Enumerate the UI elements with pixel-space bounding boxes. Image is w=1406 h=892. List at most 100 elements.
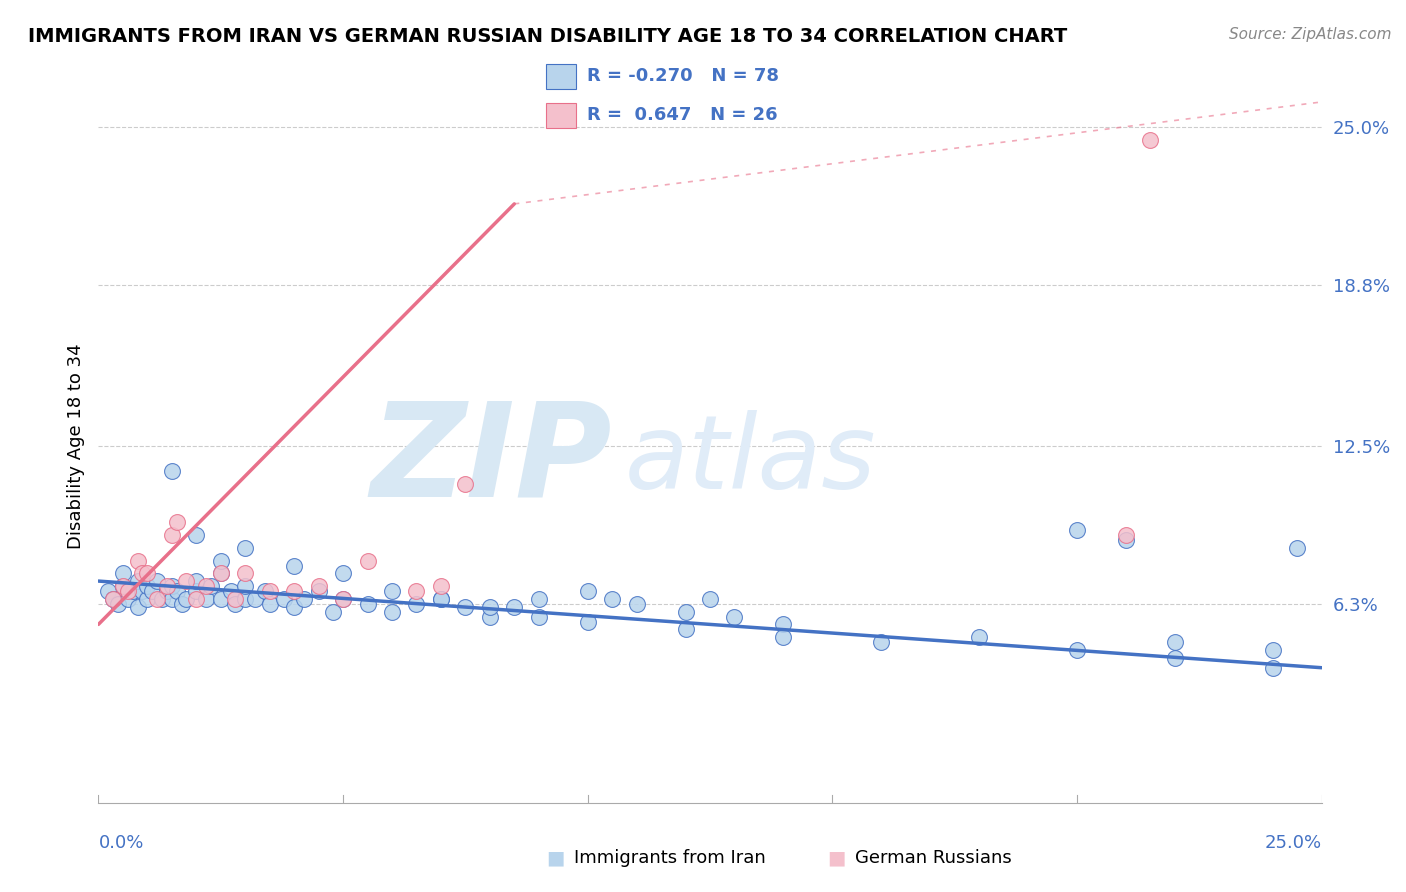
Point <box>233 579 256 593</box>
Point <box>186 584 208 599</box>
Point <box>772 630 794 644</box>
Point <box>111 566 134 581</box>
Point <box>430 579 453 593</box>
Point <box>478 599 501 614</box>
Point <box>1115 533 1137 548</box>
Point <box>430 591 453 606</box>
Point <box>356 554 378 568</box>
Point <box>356 597 378 611</box>
Point <box>1139 133 1161 147</box>
Point <box>146 591 169 606</box>
Point <box>527 591 550 606</box>
Point <box>121 584 143 599</box>
Point <box>675 623 697 637</box>
Point <box>308 579 330 593</box>
Point <box>454 477 477 491</box>
Text: R =  0.647   N = 26: R = 0.647 N = 26 <box>588 106 778 124</box>
Point <box>259 584 281 599</box>
Point <box>111 579 134 593</box>
Point <box>283 584 305 599</box>
Point <box>141 584 163 599</box>
Point <box>117 591 139 606</box>
Point <box>166 584 188 599</box>
Point <box>675 605 697 619</box>
Point <box>478 609 501 624</box>
Point <box>283 599 305 614</box>
Point <box>870 635 893 649</box>
Point <box>322 605 344 619</box>
Point <box>967 630 990 644</box>
Point <box>405 584 427 599</box>
Point <box>209 554 232 568</box>
Point <box>160 465 183 479</box>
Point <box>1066 643 1088 657</box>
Point <box>1261 661 1284 675</box>
Point <box>186 591 208 606</box>
Point <box>186 574 208 588</box>
Point <box>131 584 153 599</box>
Point <box>209 566 232 581</box>
Point <box>136 579 159 593</box>
Point <box>1115 528 1137 542</box>
Point <box>308 584 330 599</box>
Point <box>1261 643 1284 657</box>
Point <box>454 599 477 614</box>
Point <box>160 579 183 593</box>
Point <box>600 591 623 606</box>
Point <box>127 554 149 568</box>
Point <box>146 574 169 588</box>
Point <box>150 591 173 606</box>
Point <box>626 597 648 611</box>
Point <box>723 609 745 624</box>
Point <box>156 579 179 593</box>
Point <box>1164 635 1187 649</box>
Point <box>332 591 354 606</box>
Point <box>405 597 427 611</box>
Point <box>1066 523 1088 537</box>
Point <box>131 566 153 581</box>
Text: R = -0.270   N = 78: R = -0.270 N = 78 <box>588 68 779 86</box>
Point <box>1286 541 1309 555</box>
Y-axis label: Disability Age 18 to 34: Disability Age 18 to 34 <box>66 343 84 549</box>
Point <box>381 605 404 619</box>
Point <box>527 609 550 624</box>
Point <box>166 516 188 530</box>
Text: Source: ZipAtlas.com: Source: ZipAtlas.com <box>1229 27 1392 42</box>
Point <box>332 566 354 581</box>
Point <box>224 591 246 606</box>
Point <box>176 591 198 606</box>
Point <box>136 591 159 606</box>
Point <box>97 584 120 599</box>
Point <box>160 591 183 606</box>
Point <box>101 591 124 606</box>
Point <box>1164 650 1187 665</box>
Point <box>233 566 256 581</box>
Point <box>699 591 721 606</box>
Point <box>576 584 599 599</box>
Text: German Russians: German Russians <box>855 849 1011 867</box>
Point <box>259 597 281 611</box>
Text: ■: ■ <box>546 848 565 868</box>
Point <box>200 579 222 593</box>
Point <box>127 574 149 588</box>
Point <box>273 591 295 606</box>
Point <box>209 566 232 581</box>
Point <box>503 599 526 614</box>
Point <box>283 558 305 573</box>
Point <box>195 591 218 606</box>
Point <box>170 597 193 611</box>
Point <box>107 597 129 611</box>
Text: Immigrants from Iran: Immigrants from Iran <box>574 849 765 867</box>
Point <box>136 566 159 581</box>
Text: ZIP: ZIP <box>371 397 612 524</box>
Point <box>186 528 208 542</box>
Point <box>430 591 453 606</box>
Point <box>156 584 179 599</box>
Point <box>233 591 256 606</box>
Point <box>381 584 404 599</box>
Point <box>233 541 256 555</box>
Point <box>111 579 134 593</box>
Point <box>101 591 124 606</box>
Point <box>176 574 198 588</box>
Point <box>253 584 276 599</box>
